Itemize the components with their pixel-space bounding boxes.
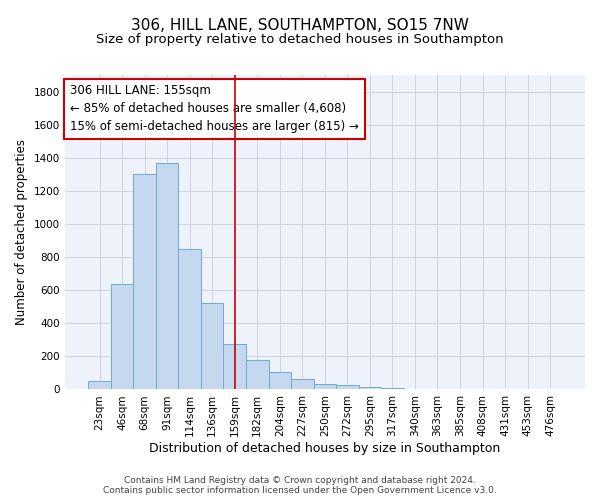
Bar xyxy=(291,378,314,390)
Bar xyxy=(178,249,201,390)
Bar xyxy=(246,360,269,390)
Text: Size of property relative to detached houses in Southampton: Size of property relative to detached ho… xyxy=(96,32,504,46)
Text: Contains HM Land Registry data © Crown copyright and database right 2024.
Contai: Contains HM Land Registry data © Crown c… xyxy=(103,476,497,495)
Text: 306, HILL LANE, SOUTHAMPTON, SO15 7NW: 306, HILL LANE, SOUTHAMPTON, SO15 7NW xyxy=(131,18,469,32)
Bar xyxy=(156,162,178,390)
Bar xyxy=(314,384,336,390)
Bar xyxy=(223,344,246,390)
Y-axis label: Number of detached properties: Number of detached properties xyxy=(15,139,28,325)
Bar xyxy=(269,372,291,390)
Text: 306 HILL LANE: 155sqm
← 85% of detached houses are smaller (4,608)
15% of semi-d: 306 HILL LANE: 155sqm ← 85% of detached … xyxy=(70,84,359,134)
Bar xyxy=(336,386,359,390)
Bar xyxy=(201,302,223,390)
Bar xyxy=(111,284,133,390)
Bar xyxy=(359,387,381,390)
Bar xyxy=(381,388,404,390)
Bar xyxy=(88,381,111,390)
Bar xyxy=(133,174,156,390)
X-axis label: Distribution of detached houses by size in Southampton: Distribution of detached houses by size … xyxy=(149,442,500,455)
